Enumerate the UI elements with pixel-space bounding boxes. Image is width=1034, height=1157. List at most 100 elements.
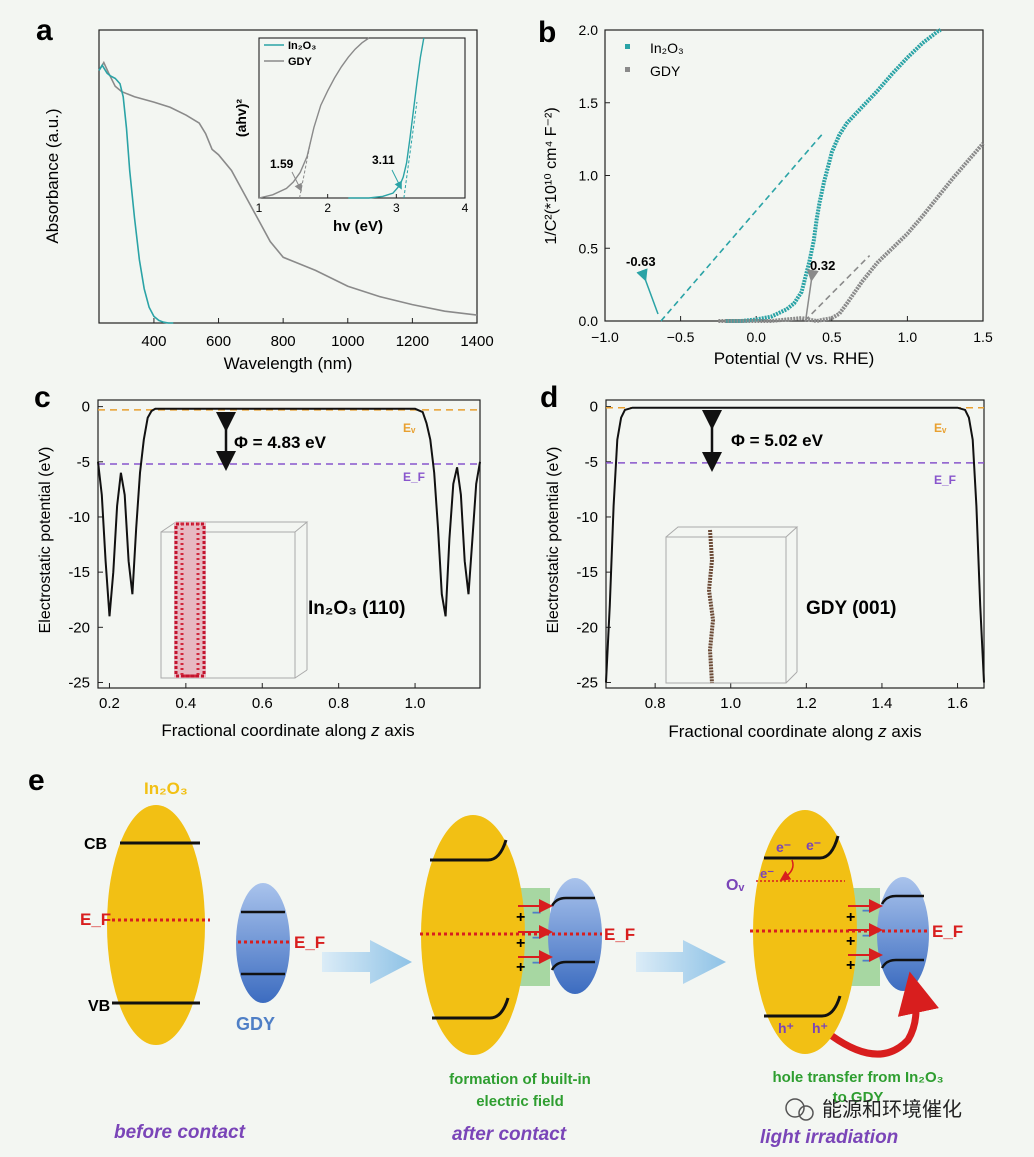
e-gdy-label: GDY	[236, 1014, 275, 1034]
e-minus-light-1: −	[862, 903, 871, 920]
a-xtick-label: 1400	[460, 333, 493, 350]
panel-d-ylabel: Electrostatic potential (eV)	[545, 447, 562, 634]
b-xtick-label: 1.0	[898, 329, 918, 345]
panel-c-frame	[97, 399, 481, 689]
xtick-label: 0.8	[645, 695, 666, 712]
watermark-text: 能源和环境催化	[822, 1098, 962, 1121]
b-series-gdy	[718, 142, 985, 324]
e-electron-2: e⁻	[806, 837, 821, 853]
a-series-in2o3	[98, 63, 174, 324]
e-minus-after-2: −	[532, 930, 541, 947]
e-minus-after-1: −	[532, 905, 541, 922]
b-fit-line-0	[660, 131, 825, 322]
inset-annotation-gdy: 1.59	[270, 157, 294, 171]
e-hole-line1: hole transfer from In₂O₃	[772, 1069, 943, 1086]
panel-d-chart: 0.8 1.0 1.2 1.4 1.6 0 -5 -10 -15 -20 -25 GDY (001)…	[545, 399, 985, 741]
e-ef-light-label: E_F	[932, 922, 963, 941]
e-plus-light-2: +	[846, 933, 855, 950]
inset-series-in2o3	[348, 37, 425, 199]
panel-b-ylabel: 1/C²(*10¹⁰ cm⁴ F⁻²)	[543, 107, 560, 244]
watermark: 能源和环境催化	[785, 1098, 962, 1121]
ytick-label: -25	[576, 674, 598, 691]
b-legend-gdy: GDY	[650, 63, 681, 79]
ytick-label: -25	[68, 674, 90, 691]
b-ytick-label: 1.5	[579, 95, 599, 111]
b-xtick-label: 0.5	[822, 329, 842, 345]
panel-a-frame	[98, 29, 478, 324]
inset-frame	[258, 37, 466, 199]
inset-annotation-in2o3: 3.11	[372, 153, 395, 167]
b-ytick-label: 2.0	[579, 22, 599, 38]
e-in2o3-before	[107, 805, 205, 1045]
e-plus-after-1: +	[516, 909, 525, 926]
b-legend-in2o3: In₂O₃	[650, 40, 684, 56]
e-minus-light-2: −	[862, 928, 871, 945]
inset-tangent-gdy	[299, 141, 311, 199]
b-ytick-label: 0.5	[579, 240, 599, 256]
panel-label-d: d	[540, 381, 558, 414]
e-hole-transfer-arrow	[829, 971, 939, 1058]
panel-e-schematic: In₂O₃ CB E_F VB E_F GDY before contact E…	[80, 779, 963, 1148]
xtick-label: 0.2	[99, 695, 120, 712]
a-xtick-label: 600	[206, 333, 231, 350]
e-transition-arrow-1	[322, 940, 412, 984]
e-ov-label: Oᵥ	[726, 877, 744, 894]
e-transition-arrow-2	[636, 940, 726, 984]
inset-xlabel: hv (eV)	[333, 218, 383, 235]
e-ef-label: E_F	[80, 910, 111, 929]
panel-d-xlabel: Fractional coordinate along z axis	[668, 722, 921, 741]
inset-xtick-label: 4	[462, 201, 469, 215]
inset-legend-in2o3: In₂O₃	[288, 40, 316, 52]
panel-label-e: e	[28, 764, 45, 797]
e-light-label: light irradiation	[760, 1127, 898, 1148]
xtick-label: 1.0	[720, 695, 741, 712]
ytick-label: -15	[576, 564, 598, 581]
e-gdy-after	[548, 878, 602, 994]
b-ytick-label: 1.0	[579, 168, 599, 184]
b-annotation-gdy: 0.32	[810, 258, 835, 273]
a-xtick-label: 800	[271, 333, 296, 350]
panel-c-xlabel: Fractional coordinate along z axis	[161, 721, 414, 740]
panel-a-chart: 400 600 800 1000 1200 1400 Wavelength (nm) Ab…	[43, 29, 494, 373]
panel-label-c: c	[34, 381, 51, 414]
e-cb-label: CB	[84, 836, 107, 853]
ytick-label: 0	[82, 399, 90, 416]
panel-a-inset: 1 2 3 4 hv (eV) (ahv)² In₂O₃ GDY 1.59 3.11	[233, 37, 469, 235]
ytick-label: -10	[68, 509, 90, 526]
c-phi-label: Φ = 4.83 eV	[234, 433, 327, 452]
a-xtick-label: 1000	[331, 333, 364, 350]
xtick-label: 0.4	[175, 695, 196, 712]
xtick-label: 1.4	[872, 695, 893, 712]
e-gdy-ef-label: E_F	[294, 933, 325, 952]
inset-tangent-in2o3	[403, 101, 418, 199]
e-gdy-vb-after	[550, 960, 595, 971]
e-vb-bent-after	[432, 997, 510, 1020]
e-hole-line2: to GDY	[833, 1089, 884, 1106]
b-arrow-in2o3	[636, 268, 659, 315]
panel-a-xlabel: Wavelength (nm)	[224, 354, 353, 373]
d-ef-label: E_F	[934, 473, 956, 487]
e-cb-bent-after	[430, 839, 508, 862]
b-xtick-label: 0.0	[746, 329, 766, 345]
e-plus-after-2: +	[516, 935, 525, 952]
ytick-label: -15	[68, 564, 90, 581]
e-ef-after-label: E_F	[604, 925, 635, 944]
d-ev-label: Eᵥ	[934, 421, 947, 435]
d-phi-label: Φ = 5.02 eV	[731, 431, 824, 450]
e-electron-3: e⁻	[760, 866, 774, 881]
panel-c-ylabel: Electrostatic potential (eV)	[37, 447, 54, 634]
e-in2o3-label: In₂O₃	[144, 779, 188, 798]
potential-curve	[97, 407, 481, 617]
xtick-label: 1.6	[947, 695, 968, 712]
panel-b-chart: −1.0 −0.5 0.0 0.5 1.0 1.5 0.0 0.5 1.0 1.5 2.0 Pote…	[543, 22, 993, 368]
e-vb-label: VB	[88, 998, 110, 1015]
b-xtick-label: −1.0	[591, 329, 619, 345]
c-ev-label: Eᵥ	[403, 421, 416, 435]
b-fit-line-1	[804, 254, 871, 322]
inset-arrow-in2o3	[391, 169, 402, 190]
e-hole-2: h⁺	[812, 1020, 828, 1036]
d-structure-label: GDY (001)	[806, 598, 896, 619]
b-legend-marker-in2o3	[625, 44, 630, 49]
ytick-label: -5	[585, 454, 598, 471]
b-arrow-gdy	[805, 269, 819, 319]
